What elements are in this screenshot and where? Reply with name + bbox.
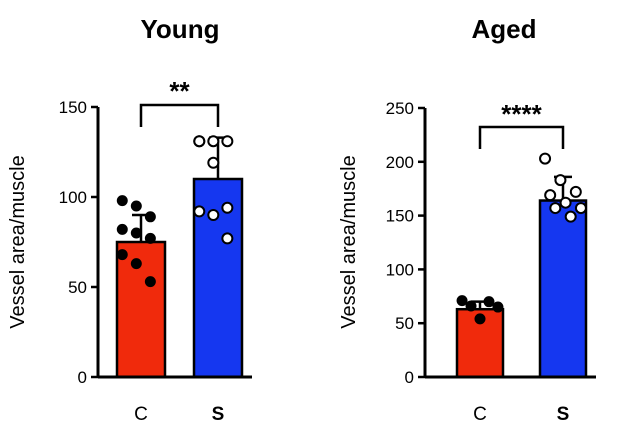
data-point xyxy=(221,201,234,214)
data-point xyxy=(474,313,486,325)
significance-bracket xyxy=(478,125,565,149)
data-point xyxy=(193,205,206,218)
x-tick-label: C xyxy=(134,404,148,425)
data-point xyxy=(539,152,552,165)
y-tick-label: 100 xyxy=(386,260,414,279)
y-tick-label: 200 xyxy=(386,153,414,172)
data-point xyxy=(549,202,562,215)
chart-title: Young xyxy=(141,14,220,44)
y-tick-label: 0 xyxy=(405,368,414,387)
y-axis-label: Vessel area/muscle xyxy=(7,155,29,328)
significance-label: ** xyxy=(169,76,190,106)
chart-panel-aged: Aged Vessel area/muscle C S 0 50 100 150 200 25… xyxy=(338,14,596,425)
data-point xyxy=(221,135,234,148)
data-point xyxy=(456,295,468,307)
data-point xyxy=(207,135,220,148)
data-point xyxy=(116,223,128,235)
chart-title: Aged xyxy=(472,14,537,44)
y-tick-label: 150 xyxy=(386,207,414,226)
data-point xyxy=(144,211,156,223)
data-point xyxy=(207,156,220,169)
y-tick-label: 250 xyxy=(386,99,414,118)
significance-label: **** xyxy=(501,99,542,129)
significance-bracket xyxy=(139,103,220,127)
x-tick-label: C xyxy=(473,404,487,425)
y-tick-label: 150 xyxy=(59,98,87,117)
data-point xyxy=(483,296,495,308)
data-point xyxy=(130,227,142,239)
x-tick-label: S xyxy=(212,404,225,425)
y-tick-label: 0 xyxy=(78,368,87,387)
data-point xyxy=(554,174,567,187)
data-point xyxy=(116,249,128,261)
data-point xyxy=(144,232,156,244)
y-axis-label: Vessel area/muscle xyxy=(338,155,360,328)
x-tick-label: S xyxy=(557,404,570,425)
data-point xyxy=(193,135,206,148)
data-point xyxy=(564,210,577,223)
data-point xyxy=(544,189,557,202)
data-point xyxy=(116,195,128,207)
data-point xyxy=(207,209,220,221)
y-tick-label: 50 xyxy=(395,314,414,333)
data-point xyxy=(492,301,504,313)
data-point xyxy=(221,232,234,245)
data-point xyxy=(569,185,582,198)
chart-panel-young: Young Vessel area/muscle C S 0 50 100 150 ** xyxy=(7,14,252,425)
data-point xyxy=(130,258,142,270)
data-point xyxy=(559,196,572,209)
data-point xyxy=(574,202,587,215)
bar-s xyxy=(538,199,588,379)
data-point xyxy=(465,300,477,312)
y-tick-label: 50 xyxy=(68,278,87,297)
data-point xyxy=(144,276,156,288)
y-tick-label: 100 xyxy=(59,188,87,207)
data-point xyxy=(130,200,142,212)
